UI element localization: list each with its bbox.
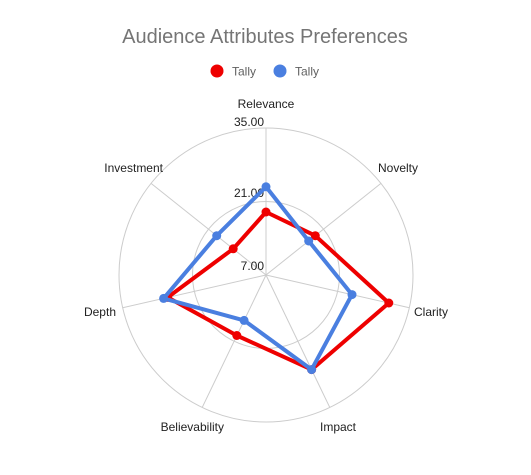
- series-1-point-investment[interactable]: [228, 244, 238, 254]
- series-2-point-depth[interactable]: [159, 293, 169, 303]
- series-2-point-impact[interactable]: [307, 365, 317, 375]
- legend-marker-series-1: [210, 64, 224, 78]
- series-2-point-relevance[interactable]: [261, 182, 271, 192]
- radar-grid: [118, 127, 414, 423]
- tick-label-35: 35.00: [234, 115, 264, 129]
- series-1-point-relevance[interactable]: [261, 207, 271, 217]
- axis-label-relevance: Relevance: [238, 97, 295, 111]
- tick-label-7: 7.00: [241, 259, 265, 273]
- axis-labels: Relevance Novelty Clarity Impact Believa…: [84, 97, 448, 434]
- grid-spoke-2: [265, 182, 382, 276]
- series-1-point-believability[interactable]: [232, 331, 242, 340]
- axis-label-novelty: Novelty: [378, 161, 418, 175]
- axis-label-believability: Believability: [161, 420, 224, 434]
- axis-label-clarity: Clarity: [414, 305, 448, 319]
- grid-spoke-7: [150, 182, 267, 276]
- series-1-point-clarity[interactable]: [384, 298, 394, 308]
- legend-label-series-2[interactable]: Tally: [295, 65, 319, 79]
- grid-spoke-5: [201, 274, 267, 408]
- legend: Tally Tally: [210, 64, 319, 79]
- series-2-line: [161, 184, 354, 372]
- axis-label-depth: Depth: [84, 305, 116, 319]
- legend-label-series-1[interactable]: Tally: [232, 65, 256, 79]
- series-2-point-novelty[interactable]: [304, 236, 314, 246]
- grid-spoke-6: [122, 274, 267, 309]
- series-2-point-believability[interactable]: [239, 315, 249, 325]
- legend-marker-series-2: [273, 64, 287, 78]
- series-2-point-clarity[interactable]: [347, 290, 357, 300]
- grid-spoke-4: [265, 274, 331, 408]
- axis-label-investment: Investment: [104, 161, 163, 175]
- axis-label-impact: Impact: [320, 420, 357, 434]
- chart-title: Audience Attributes Preferences: [122, 26, 408, 48]
- series-1-line: [165, 210, 391, 372]
- series-1-point-novelty[interactable]: [310, 231, 320, 241]
- series-2-point-investment[interactable]: [212, 231, 222, 241]
- series-layer: [159, 182, 394, 375]
